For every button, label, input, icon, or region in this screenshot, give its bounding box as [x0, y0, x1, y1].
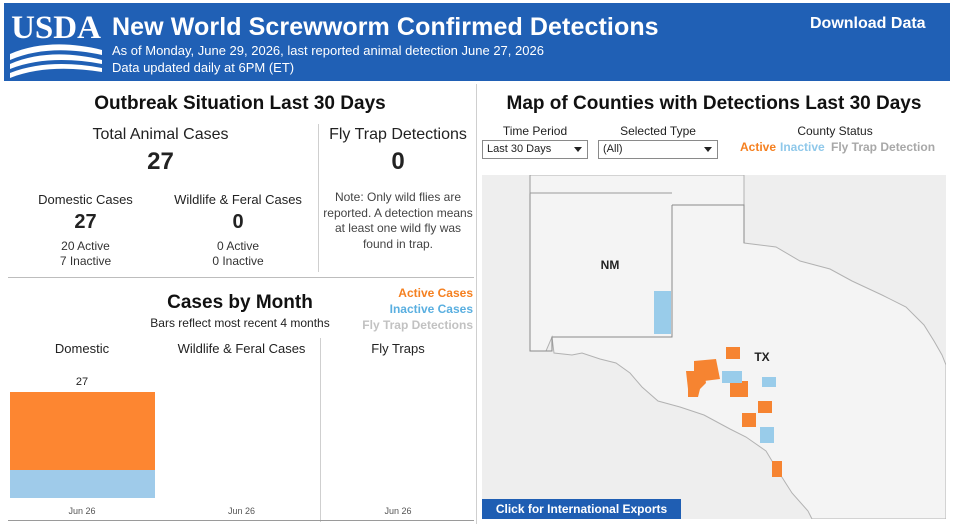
page-header: USDA New World Screwworm Confirmed Detec… — [4, 3, 950, 81]
outbreak-heading: Outbreak Situation Last 30 Days — [94, 93, 386, 114]
international-exports-button[interactable]: Click for International Exports — [482, 499, 681, 519]
county-inactive-2[interactable] — [762, 377, 776, 387]
fly-section-divider — [318, 124, 319, 272]
domestic-cases-value: 27 — [74, 211, 97, 233]
usda-logo: USDA — [10, 10, 102, 78]
domestic-inactive-count: 7 Inactive — [59, 254, 112, 268]
county-inactive-1[interactable] — [722, 371, 742, 383]
selected-type-value: (All) — [603, 143, 623, 155]
download-data-button[interactable]: Download Data — [810, 15, 926, 32]
fly-trap-note: Note: Only wild flies are reported. A de… — [323, 190, 473, 251]
wildlife-cases-label: Wildlife & Feral Cases — [174, 192, 302, 207]
tick-label-domestic: Jun 26 — [68, 506, 96, 516]
map-heading: Map of Counties with Detections Last 30 … — [506, 93, 922, 114]
tick-label-fly: Jun 26 — [384, 506, 412, 516]
county-active-6[interactable] — [758, 401, 772, 413]
section-divider — [8, 277, 474, 278]
county-active-7[interactable] — [742, 413, 756, 427]
fly-traps-column-label: Fly Traps — [371, 341, 425, 356]
time-period-label: Time Period — [502, 124, 568, 138]
county-active-2[interactable] — [686, 371, 706, 389]
time-period-select[interactable]: Last 30 Days — [482, 140, 588, 159]
wildlife-column-label: Wildlife & Feral Cases — [177, 341, 306, 356]
bar-domestic-inactive[interactable] — [10, 470, 155, 498]
update-schedule-text: Data updated daily at 6PM (ET) — [112, 60, 295, 75]
border-line — [672, 204, 745, 243]
domestic-cases-label: Domestic Cases — [38, 192, 133, 207]
state-label-nm: NM — [601, 258, 620, 272]
county-active-1[interactable] — [694, 359, 720, 381]
bar-domestic-active[interactable] — [10, 391, 155, 471]
fly-trap-label: Fly Trap Detections — [329, 126, 467, 143]
county-active-4[interactable] — [726, 347, 740, 359]
wildlife-inactive-count: 0 Inactive — [212, 254, 264, 268]
time-period-value: Last 30 Days — [487, 143, 552, 155]
panel-divider — [476, 84, 477, 524]
county-active-3[interactable] — [688, 387, 700, 397]
tick-label-wildlife: Jun 26 — [227, 506, 256, 516]
chevron-down-icon — [704, 147, 712, 152]
total-cases-label: Total Animal Cases — [92, 126, 229, 143]
nm-border — [529, 175, 673, 352]
wildlife-cases-value: 0 — [232, 211, 244, 233]
cases-by-month-subheading: Bars reflect most recent 4 months — [150, 316, 330, 330]
county-map[interactable]: NM TX — [482, 174, 947, 520]
domestic-column-label: Domestic — [54, 341, 110, 356]
wildlife-active-count: 0 Active — [216, 239, 260, 253]
county-inactive-3[interactable] — [760, 427, 774, 443]
county-active-8[interactable] — [772, 461, 782, 477]
nm-north-border — [529, 175, 672, 194]
legend-fly-trap: Fly Trap Detections — [362, 318, 473, 332]
as-of-date-text: As of Monday, June 29, 2026, last report… — [112, 43, 544, 58]
fly-trap-value: 0 — [391, 148, 405, 175]
county-active-5[interactable] — [730, 381, 748, 397]
chart-column-divider — [320, 338, 321, 522]
status-inactive-legend[interactable]: Inactive — [780, 140, 825, 154]
county-map-svg[interactable]: NM TX — [482, 174, 947, 520]
selected-type-select[interactable]: (All) — [598, 140, 718, 159]
status-active-legend[interactable]: Active — [740, 140, 777, 154]
status-fly-legend[interactable]: Fly Trap Detection — [831, 140, 936, 154]
chevron-down-icon — [574, 147, 582, 152]
legend-inactive-cases: Inactive Cases — [389, 302, 473, 316]
usda-logo-text: USDA — [11, 10, 101, 46]
domestic-active-count: 20 Active — [61, 239, 110, 253]
cases-by-month-heading: Cases by Month — [167, 292, 313, 313]
state-label-tx: TX — [754, 350, 769, 364]
legend-active-cases: Active Cases — [398, 286, 473, 300]
bar-total-label: 27 — [75, 376, 89, 388]
page-title: New World Screwworm Confirmed Detections — [112, 13, 659, 41]
total-cases-value: 27 — [147, 148, 174, 175]
selected-type-label: Selected Type — [620, 124, 696, 138]
county-status-label: County Status — [797, 124, 873, 138]
chart-baseline — [8, 520, 474, 521]
county-inactive-nm[interactable] — [654, 291, 671, 334]
